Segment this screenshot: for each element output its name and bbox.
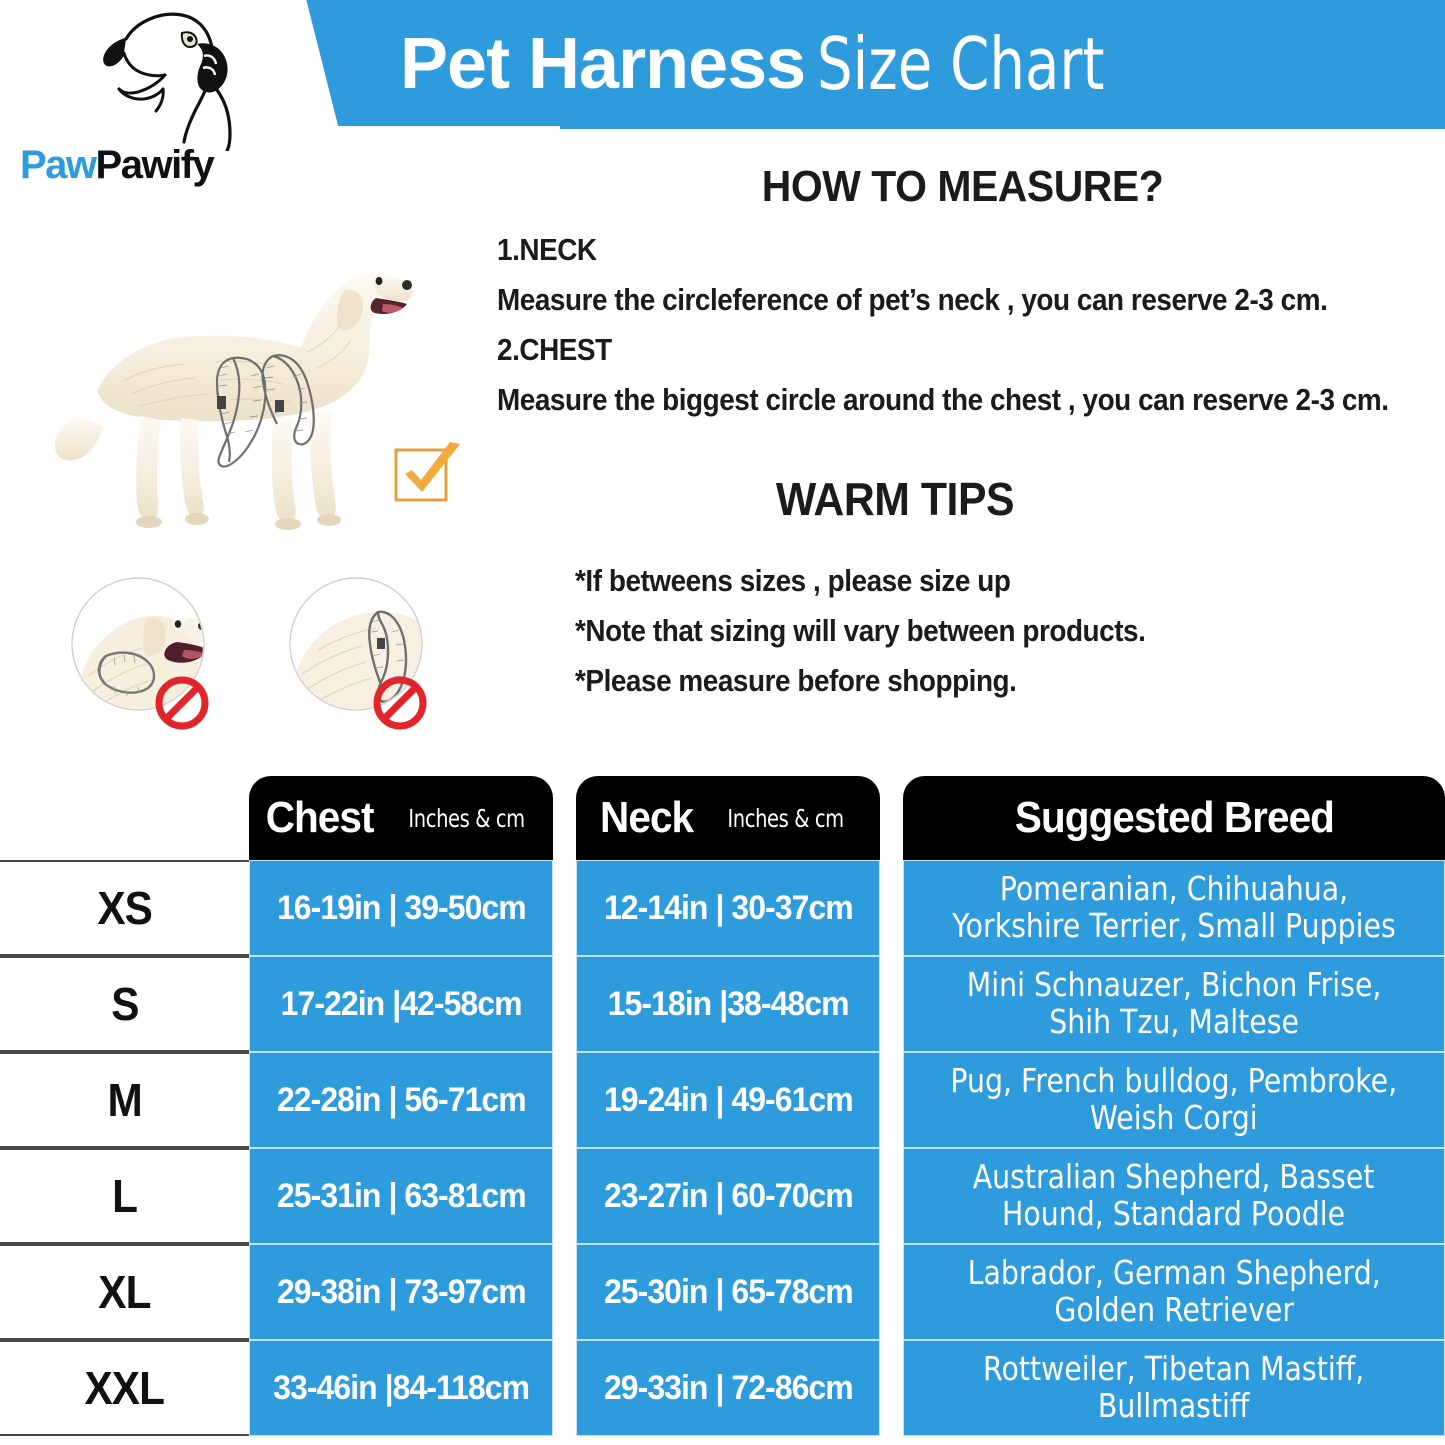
- brand-logo: PawPawify: [14, 6, 294, 196]
- table-cell-neck: 29-33in | 72-86cm: [576, 1340, 880, 1436]
- table-cell-size: XS: [0, 860, 249, 956]
- table-cell-breed: Mini Schnauzer, Bichon Frise, Shih Tzu, M…: [903, 956, 1445, 1052]
- header-banner: Pet Harness Size Chart: [0, 0, 1445, 140]
- table-cell-breed: Pug, French bulldog, Pembroke, Weish Corg…: [903, 1052, 1445, 1148]
- table-cell-breed: Pomeranian, Chihuahua, Yorkshire Terrier,…: [903, 860, 1445, 956]
- column-header-neck: Neck Inches & cm: [576, 776, 880, 860]
- table-cell-size: S: [0, 956, 249, 1052]
- table-cell-breed: Labrador, German Shepherd, Golden Retriev…: [903, 1244, 1445, 1340]
- table-cell-breed: Australian Shepherd, Basset Hound, Standa…: [903, 1148, 1445, 1244]
- table-cell-neck: 15-18in |38-48cm: [576, 956, 880, 1052]
- table-cell-chest: 33-46in |84-118cm: [249, 1340, 553, 1436]
- column-header-chest-units: Inches & cm: [408, 803, 525, 833]
- banner-bottom-step: [560, 115, 1445, 129]
- column-header-breed-label: Suggested Breed: [1014, 793, 1334, 842]
- warm-tip-line: *If betweens sizes , please size up: [575, 563, 1011, 598]
- table-cell-chest: 17-22in |42-58cm: [249, 956, 553, 1052]
- table-row: XL 29-38in | 73-97cm 25-30in | 65-78cm Labr…: [0, 1244, 1445, 1340]
- red-prohibited-icon: [373, 676, 427, 730]
- table-cell-size: L: [0, 1148, 249, 1244]
- table-row: XS 16-19in | 39-50cm 12-14in | 30-37cm Pome…: [0, 860, 1445, 956]
- how-to-measure-title: HOW TO MEASURE?: [761, 162, 1164, 211]
- table-cell-neck: 23-27in | 60-70cm: [576, 1148, 880, 1244]
- red-prohibited-icon: [155, 676, 209, 730]
- column-header-chest: Chest Inches & cm: [249, 776, 553, 860]
- incorrect-chest-measure-example: [289, 577, 427, 730]
- table-cell-size: XL: [0, 1244, 249, 1340]
- column-header-breed: Suggested Breed: [903, 776, 1445, 860]
- page-title-bold: Pet Harness: [400, 24, 806, 104]
- measure-step-2-label: 2.CHEST: [497, 332, 612, 367]
- table-cell-chest: 16-19in | 39-50cm: [249, 860, 553, 956]
- page-title: Pet Harness Size Chart: [400, 16, 1410, 112]
- table-row: M 22-28in | 56-71cm 19-24in | 49-61cm Pug, …: [0, 1052, 1445, 1148]
- measure-step-2-text: Measure the biggest circle around the ch…: [497, 382, 1389, 417]
- table-row: XXL 33-46in |84-118cm 29-33in | 72-86cm Rot…: [0, 1340, 1445, 1436]
- column-header-neck-label: Neck: [599, 793, 694, 842]
- incorrect-neck-measure-example: [71, 577, 209, 730]
- dog-measuring-photo: [55, 272, 414, 530]
- brand-word-second: Pawify: [95, 143, 215, 187]
- table-cell-chest: 29-38in | 73-97cm: [249, 1244, 553, 1340]
- table-row: S 17-22in |42-58cm 15-18in |38-48cm Mini Sc…: [0, 956, 1445, 1052]
- table-cell-breed: Rottweiler, Tibetan Mastiff, Bullmastiff: [903, 1340, 1445, 1436]
- measure-step-1-label: 1.NECK: [497, 232, 597, 267]
- column-header-chest-label: Chest: [265, 793, 374, 842]
- column-header-neck-units: Inches & cm: [727, 803, 844, 833]
- table-cell-neck: 12-14in | 30-37cm: [576, 860, 880, 956]
- brand-wordmark: PawPawify: [20, 143, 290, 188]
- brand-word-first: Paw: [20, 143, 97, 187]
- warm-tips-title: WARM TIPS: [775, 473, 1015, 525]
- size-chart-table: Chest Inches & cm Neck Inches & cm Sugge…: [0, 770, 1445, 1445]
- table-cell-chest: 22-28in | 56-71cm: [249, 1052, 553, 1148]
- table-cell-chest: 25-31in | 63-81cm: [249, 1148, 553, 1244]
- page-title-light: Size Chart: [817, 22, 1105, 106]
- table-cell-neck: 19-24in | 49-61cm: [576, 1052, 880, 1148]
- warm-tip-line: *Note that sizing will vary between prod…: [575, 613, 1146, 648]
- table-cell-size: M: [0, 1052, 249, 1148]
- orange-checkmark-icon: [394, 442, 460, 502]
- table-cell-size: XXL: [0, 1340, 249, 1436]
- measure-step-1-text: Measure the circleference of pet’s neck …: [497, 282, 1328, 317]
- table-cell-neck: 25-30in | 65-78cm: [576, 1244, 880, 1340]
- neck-tape-icon: [261, 354, 315, 446]
- warm-tip-line: *Please measure before shopping.: [575, 663, 1017, 698]
- chest-tape-icon: [215, 356, 267, 468]
- table-header-row: Chest Inches & cm Neck Inches & cm Sugge…: [0, 770, 1445, 860]
- table-row: L 25-31in | 63-81cm 23-27in | 60-70cm Austr…: [0, 1148, 1445, 1244]
- dog-head-icon: [103, 12, 232, 151]
- banner-background-shape: [306, 0, 1445, 126]
